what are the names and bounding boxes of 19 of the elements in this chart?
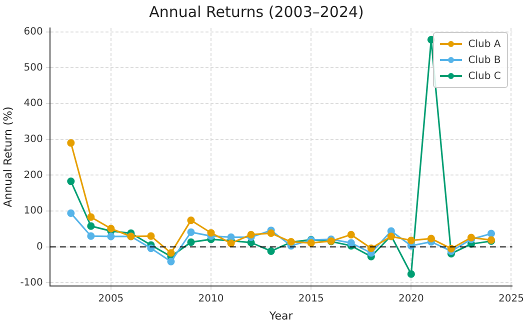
legend-label: Club C [468,70,501,82]
y-tick-label: -100 [20,277,43,288]
x-tick-label: 2005 [98,293,124,304]
x-tick-label: 2010 [198,293,224,304]
x-tick-label: 2020 [398,293,424,304]
y-tick-label: 400 [24,98,43,110]
legend-label: Club A [468,38,501,50]
x-tick-label: 2015 [298,293,324,304]
y-axis-title: Annual Return (%) [1,106,14,208]
y-tick-label: 600 [24,26,43,38]
y-tick-label: 100 [24,206,43,217]
y-tick-label: 500 [24,62,43,74]
y-tick-label: 0 [36,241,43,252]
chart-title: Annual Returns (2003–2024) [149,2,364,21]
x-axis-title: Year [268,309,294,322]
legend-label: Club B [468,54,501,66]
x-tick-label: 2025 [498,293,524,304]
y-tick-label: 200 [24,170,43,181]
y-tick-label: 300 [24,134,43,145]
